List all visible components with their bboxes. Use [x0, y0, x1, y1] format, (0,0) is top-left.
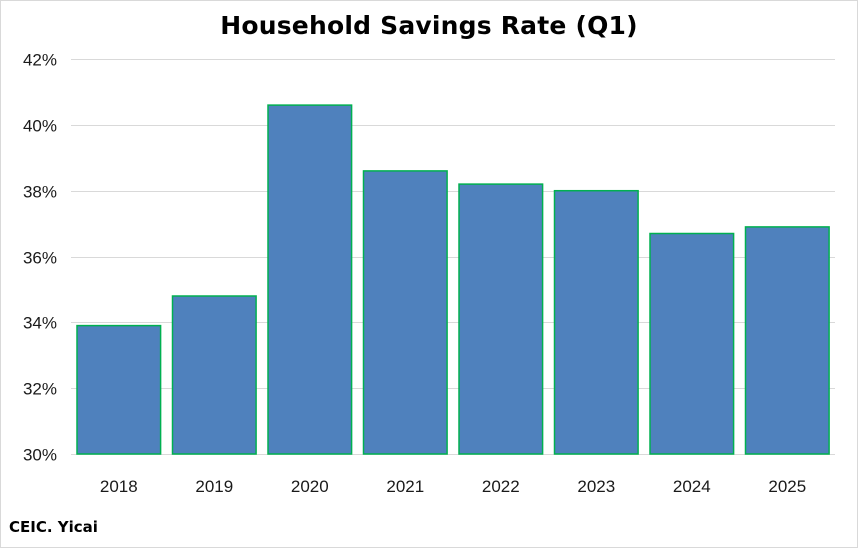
x-axis-tick-labels: 2018 2019 2020 2021 2022 2023 2024 2025: [100, 477, 806, 496]
bar-2021: [362, 170, 448, 455]
x-tick-label: 2024: [673, 477, 711, 496]
x-tick-label: 2020: [291, 477, 329, 496]
source-note: CEIC. Yicai: [9, 518, 98, 536]
bars: [76, 104, 830, 455]
chart-title: Household Savings Rate (Q1): [220, 11, 638, 40]
y-tick-label: 38%: [23, 183, 57, 202]
y-tick-label: 34%: [23, 314, 57, 333]
bar-2020: [267, 104, 353, 455]
bar-2018: [76, 324, 162, 455]
bar-2022: [458, 183, 544, 455]
bar-2023: [553, 189, 639, 455]
x-tick-label: 2022: [482, 477, 520, 496]
y-axis-tick-labels: 30% 32% 34% 36% 38% 40% 42%: [23, 51, 57, 465]
bar-2024: [649, 232, 735, 455]
x-tick-label: 2021: [386, 477, 424, 496]
x-tick-label: 2023: [577, 477, 615, 496]
bar-2025: [744, 226, 830, 455]
x-tick-label: 2019: [195, 477, 233, 496]
x-tick-label: 2025: [768, 477, 806, 496]
y-tick-label: 30%: [23, 446, 57, 465]
x-tick-label: 2018: [100, 477, 138, 496]
y-tick-label: 32%: [23, 380, 57, 399]
y-tick-label: 42%: [23, 51, 57, 70]
bar-2019: [171, 295, 257, 455]
y-tick-label: 40%: [23, 117, 57, 136]
y-tick-label: 36%: [23, 249, 57, 268]
